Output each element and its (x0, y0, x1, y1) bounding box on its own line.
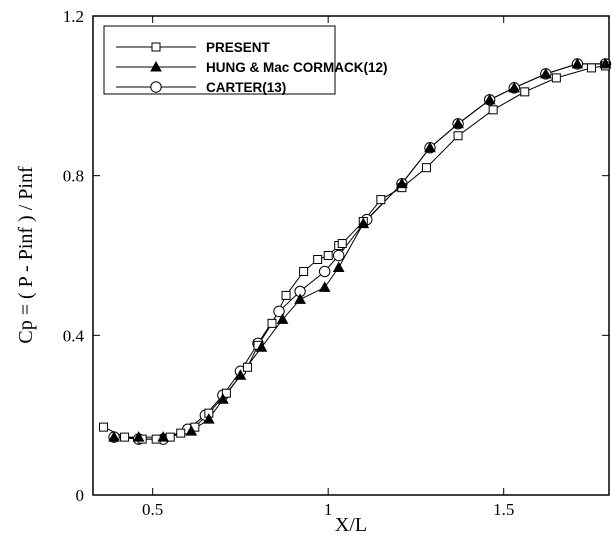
data-point-triangle (483, 93, 496, 105)
data-point-square (176, 428, 186, 438)
data-point-triangle (132, 431, 145, 442)
data-point-triangle (452, 117, 464, 129)
data-point-triangle (185, 425, 198, 436)
data-point-triangle (318, 281, 331, 292)
data-point-triangle (234, 369, 247, 380)
legend-marker-square (151, 42, 161, 52)
data-point-triangle (108, 431, 120, 442)
legend-marker-triangle (150, 60, 162, 72)
data-point-triangle (357, 217, 370, 229)
y-tick-label: 0 (76, 486, 85, 505)
x-tick-label: 1.5 (493, 500, 514, 519)
data-point-triangle (571, 57, 584, 69)
data-point-square (242, 362, 252, 372)
series-markers (99, 57, 612, 445)
legend-marker-circle (150, 81, 162, 93)
plot-frame (92, 15, 610, 496)
data-point-square (99, 422, 109, 432)
data-point-circle (333, 249, 345, 262)
legend-label: PRESENT (206, 40, 271, 55)
data-point-square (376, 195, 386, 205)
series-line-square (103, 65, 606, 440)
data-point-triangle (276, 313, 289, 324)
data-point-square (586, 63, 596, 73)
x-tick-label: 0.5 (142, 500, 163, 519)
data-point-square (313, 254, 323, 264)
data-point-triangle (294, 293, 306, 304)
legend-label: HUNG & Mac CORMACK(12) (206, 60, 388, 75)
data-point-triangle (202, 413, 215, 424)
data-point-circle (273, 305, 285, 318)
data-point-triangle (424, 141, 436, 153)
data-point-circle (318, 265, 331, 278)
data-point-square (221, 388, 231, 398)
data-point-triangle (599, 57, 612, 69)
data-point-square (267, 318, 277, 328)
data-point-triangle (217, 393, 229, 404)
data-point-triangle (157, 431, 170, 442)
data-point-square (421, 163, 431, 173)
data-point-square (281, 290, 291, 300)
data-point-square (323, 251, 333, 260)
series-lines (103, 63, 606, 440)
data-point-triangle (332, 261, 345, 272)
data-point-square (488, 105, 498, 115)
data-point-triangle (508, 81, 521, 93)
x-tick-label: 1 (324, 500, 333, 519)
series-line-circle (114, 63, 606, 440)
series-line-triangle (114, 63, 606, 438)
data-point-square (120, 432, 130, 442)
data-point-square (299, 266, 309, 276)
y-tick-label: 0.4 (63, 326, 85, 345)
y-tick-label: 1.2 (63, 7, 84, 26)
y-axis-label: Cp = ( P - Pinf ) / Pinf (15, 166, 37, 344)
y-tick-label: 0.8 (63, 167, 84, 186)
data-point-square (337, 239, 347, 249)
data-point-triangle (255, 341, 268, 352)
data-point-triangle (539, 67, 552, 79)
legend-box (103, 25, 336, 95)
data-point-square (551, 73, 561, 83)
data-point-triangle (396, 177, 408, 189)
x-axis-label: X/L (335, 514, 367, 536)
data-point-square (520, 87, 530, 97)
legend-label: CARTER(13) (206, 80, 286, 95)
legend: PRESENT HUNG & Mac CORMACK(12) CARTER(13) (103, 25, 388, 95)
data-point-square (453, 131, 463, 141)
axis-ticks: 0.5 1 1.5 0 0.4 0.8 1.2 (63, 7, 609, 519)
